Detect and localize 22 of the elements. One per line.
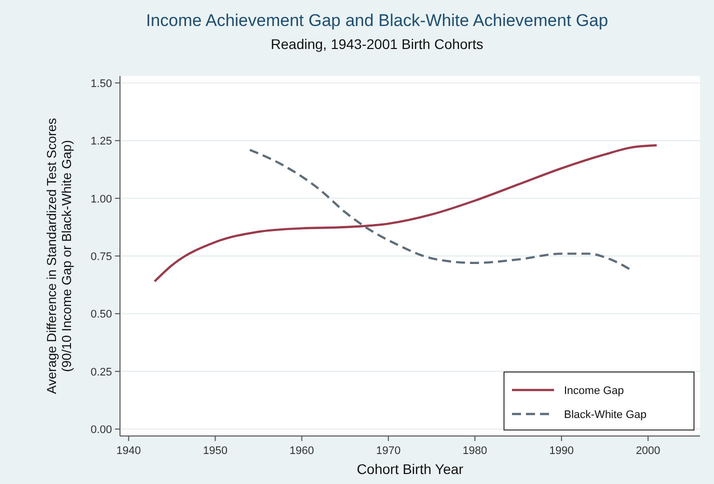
y-tick-label: 0.75 (90, 251, 112, 263)
x-tick-label: 1990 (549, 445, 574, 457)
x-tick-label: 2000 (636, 445, 660, 457)
y-tick-label: 0.25 (90, 366, 112, 378)
legend-label: Income Gap (564, 385, 624, 397)
y-tick-label: 1.00 (90, 193, 112, 206)
y-tick-label: 0.50 (90, 308, 112, 321)
chart-title: Income Achievement Gap and Black-White Achievement Gap (146, 11, 608, 30)
y-tick-label: 1.25 (90, 136, 112, 148)
legend-label: Black-White Gap (564, 409, 647, 421)
x-tick-label: 1940 (116, 445, 141, 457)
x-tick-label: 1970 (376, 445, 401, 457)
x-tick-label: 1980 (462, 445, 488, 457)
x-axis-title: Cohort Birth Year (356, 461, 464, 477)
x-tick-label: 1950 (202, 445, 228, 457)
chart-subtitle: Reading, 1943-2001 Birth Cohorts (270, 36, 484, 52)
y-tick-label: 1.50 (90, 78, 112, 90)
line-series (248, 148, 632, 271)
y-tick-label: 0.00 (90, 424, 112, 436)
line-series (154, 144, 658, 282)
x-tick-label: 1960 (290, 445, 314, 457)
y-axis-title: Average Difference in Standardized Test Scores (90/10 Income Gap or Black-White Gap) (44, 117, 74, 394)
